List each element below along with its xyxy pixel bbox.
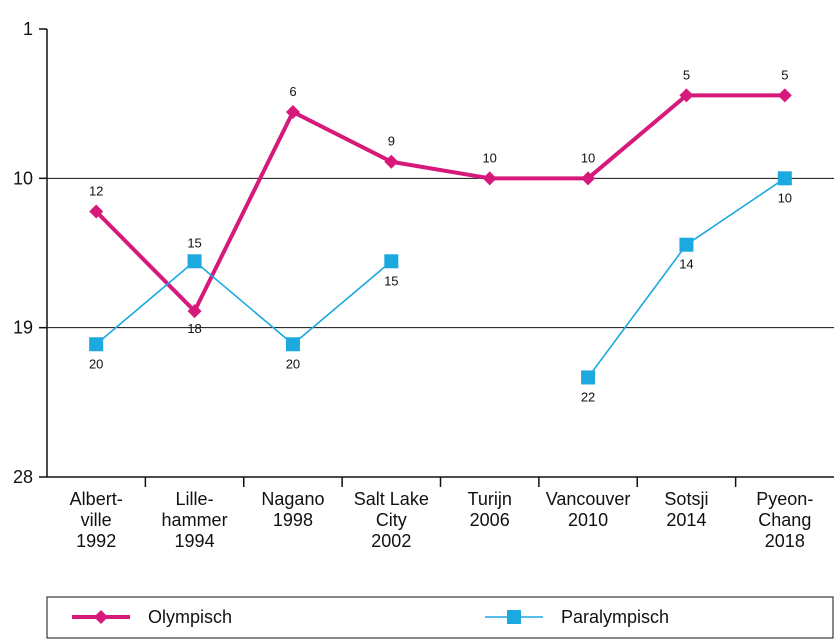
series-line [94, 93, 785, 314]
point [285, 337, 300, 352]
y-tick-label: 1 [23, 19, 33, 39]
x-tick-line: Albert- [70, 489, 123, 509]
data-label: 18 [187, 321, 201, 336]
point [187, 304, 202, 319]
data-label: 5 [683, 67, 690, 82]
legend-box [46, 596, 834, 639]
point [285, 104, 300, 119]
y-tick-label: 28 [13, 467, 33, 487]
x-tick-label: Sotsji 2014 [664, 489, 708, 530]
x-tick-line: Chang [758, 510, 811, 530]
x-tick-line: 2002 [371, 531, 411, 551]
data-label: 20 [89, 356, 103, 371]
point [777, 88, 792, 103]
x-tick-line: Vancouver [546, 489, 631, 509]
x-tick-line: 1992 [76, 531, 116, 551]
data-label: 12 [89, 184, 103, 199]
x-tick-label: Pyeon-Chang 2018 [756, 489, 813, 551]
y-tick-label: 10 [13, 168, 33, 188]
series-line [95, 177, 786, 378]
point [187, 254, 202, 269]
data-label: 5 [781, 67, 788, 82]
data-label: 15 [384, 273, 398, 288]
x-tick-line: Pyeon- [756, 489, 813, 509]
point [679, 237, 694, 252]
data-label: 15 [187, 235, 201, 250]
data-label: 10 [778, 190, 792, 205]
data-label: 6 [289, 84, 296, 99]
x-tick-line: hammer [162, 510, 228, 530]
data-label: 9 [388, 134, 395, 149]
x-tick-label: Turijn 2006 [468, 489, 512, 530]
point [89, 204, 104, 219]
point [384, 254, 399, 269]
point [384, 154, 399, 169]
point [581, 171, 596, 186]
x-tick-label: Salt Lake City 2002 [354, 489, 429, 551]
data-label: 10 [482, 150, 496, 165]
x-tick-line: ville [81, 510, 112, 530]
point [89, 337, 104, 352]
x-tick-line: Lille- [176, 489, 214, 509]
point [581, 370, 596, 385]
x-tick-line: 2006 [470, 510, 510, 530]
x-tick-line: Nagano [261, 489, 324, 509]
x-tick-line: 2010 [568, 510, 608, 530]
legend-label: Olympisch [148, 607, 232, 627]
x-tick-line: Sotsji [664, 489, 708, 509]
x-tick-line: Turijn [468, 489, 512, 509]
x-tick-line: 1998 [273, 510, 313, 530]
data-label: 20 [286, 356, 300, 371]
point [679, 88, 694, 103]
point [482, 171, 497, 186]
x-tick-label: Vancouver 2010 [546, 489, 631, 530]
legend-marker [94, 610, 108, 624]
x-tick-label: Lille-hammer 1994 [162, 489, 228, 551]
x-tick-line: City [376, 510, 407, 530]
x-tick-line: 2014 [666, 510, 706, 530]
legend-marker [507, 610, 521, 624]
x-tick-label: Albert-ville 1992 [70, 489, 123, 551]
legend-label: Paralympisch [561, 607, 669, 627]
x-tick-line: 1994 [175, 531, 215, 551]
x-tick-line: 2018 [765, 531, 805, 551]
data-label: 10 [581, 150, 595, 165]
data-label: 22 [581, 389, 595, 404]
y-tick-label: 19 [13, 318, 33, 338]
x-tick-label: Nagano 1998 [261, 489, 324, 530]
x-tick-line: Salt Lake [354, 489, 429, 509]
data-label: 14 [679, 257, 693, 272]
point [777, 171, 792, 186]
